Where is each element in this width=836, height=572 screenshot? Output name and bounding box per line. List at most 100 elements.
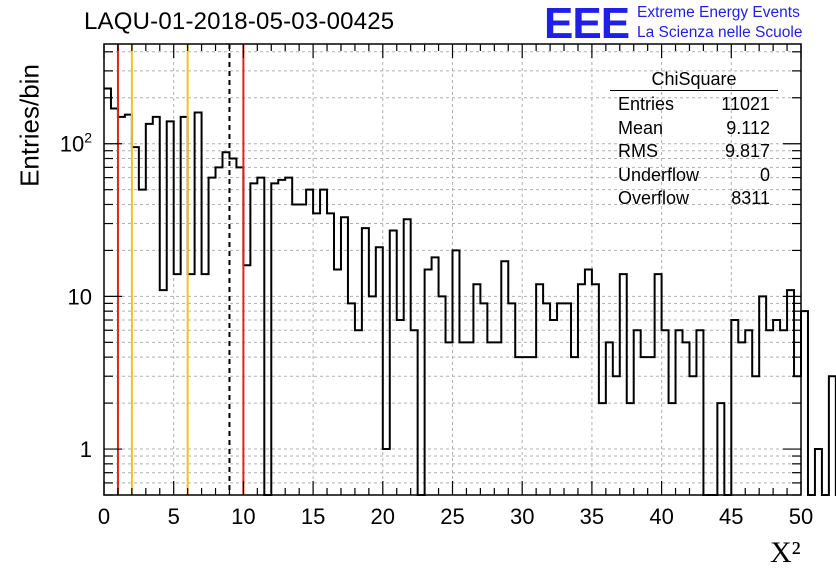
histogram-bin	[620, 274, 627, 495]
histogram-bin	[390, 231, 397, 495]
histogram-bin	[118, 117, 125, 495]
histogram-bin	[613, 376, 620, 495]
histogram-bin	[439, 296, 446, 495]
stats-label: Mean	[618, 117, 664, 138]
histogram-bin	[397, 320, 404, 495]
stats-value: 0	[759, 164, 770, 185]
x-tick-label: 5	[168, 504, 180, 529]
histogram-bin	[411, 330, 418, 495]
histogram-bin	[752, 376, 759, 495]
histogram-bin	[348, 303, 355, 495]
histogram-bin	[773, 320, 780, 495]
histogram-bin	[222, 152, 229, 495]
logo-caption-line1: Extreme Energy Events	[637, 4, 800, 21]
histogram-bin	[648, 357, 655, 495]
histogram-bin	[480, 303, 487, 495]
x-tick-label: 25	[440, 504, 464, 529]
histogram-bin	[487, 342, 494, 495]
histogram-bin	[188, 274, 195, 495]
histogram-bin	[676, 330, 683, 495]
histogram-bin	[522, 357, 529, 495]
histogram-bin	[216, 167, 223, 495]
x-tick-label: 15	[301, 504, 325, 529]
axes	[103, 43, 802, 496]
histogram-bin	[759, 296, 766, 495]
x-tick-label: 10	[231, 504, 255, 529]
stats-row: Mean 9.112	[610, 117, 778, 141]
y-tick-label: 10	[68, 284, 92, 309]
histogram-bin	[209, 178, 216, 495]
reference-lines	[116, 44, 245, 495]
histogram-bin	[299, 204, 306, 495]
histogram-bin	[285, 178, 292, 495]
stats-row: Underflow 0	[610, 164, 778, 188]
x-tick-label: 50	[789, 504, 813, 529]
stats-label: Overflow	[618, 188, 690, 208]
stats-label: Entries	[618, 94, 675, 114]
histogram-bin	[801, 311, 808, 495]
histogram-bin	[132, 147, 139, 495]
histogram-bin	[278, 180, 285, 495]
stats-box: ChiSquare Entries 11021 Mean 9.112 RMS 9.81…	[610, 68, 778, 211]
histogram-bin	[446, 342, 453, 495]
stats-row: Entries 11021	[610, 93, 778, 117]
histogram-bin	[229, 159, 236, 495]
histogram-bin	[529, 357, 536, 495]
histogram-bin	[111, 109, 118, 495]
chart-title: LAQU-01-2018-05-03-00425	[84, 8, 395, 35]
histogram-bin	[292, 204, 299, 495]
histogram-bin	[250, 183, 257, 495]
histogram-bin	[571, 357, 578, 495]
histogram-bin	[689, 376, 696, 495]
histogram-bin	[766, 330, 773, 495]
stats-label: RMS	[618, 141, 658, 161]
histogram-bin	[327, 213, 334, 495]
histogram-bin	[313, 213, 320, 495]
histogram-bin	[641, 357, 648, 495]
histogram-bin	[362, 228, 369, 495]
histogram-bin	[662, 330, 669, 495]
eee-logo: EEE	[544, 0, 630, 48]
histogram-bin	[376, 247, 383, 495]
histogram-bin	[466, 342, 473, 495]
histogram-bin	[453, 250, 460, 495]
x-tick-label: 45	[719, 504, 743, 529]
histogram-bin	[557, 303, 564, 495]
histogram-bin	[146, 124, 153, 495]
histogram-bin	[341, 217, 348, 495]
histogram-bin	[794, 376, 801, 495]
stats-label: Underflow	[618, 164, 700, 185]
x-tick-label: 30	[510, 504, 534, 529]
histogram-bin	[202, 274, 209, 495]
histogram-bin	[696, 330, 703, 495]
histogram-bin	[369, 296, 376, 495]
stats-row: Overflow 8311	[610, 187, 778, 211]
histogram-bin	[104, 88, 111, 495]
histogram-bin	[815, 449, 822, 495]
histogram-bin	[515, 357, 522, 495]
logo-caption: Extreme Energy Events La Scienza nelle S…	[637, 3, 802, 43]
histogram-outline	[104, 87, 836, 496]
histogram-bin	[606, 342, 613, 495]
histogram-bars	[104, 87, 836, 496]
histogram-bin	[745, 330, 752, 495]
histogram-bin	[459, 342, 466, 495]
stats-value: 9.817	[724, 141, 770, 161]
stats-value: 11021	[721, 94, 770, 114]
histogram-bin	[655, 274, 662, 495]
x-tick-label: 0	[98, 504, 110, 529]
stats-value: 9.112	[726, 117, 770, 138]
histogram-bin	[738, 342, 745, 495]
histogram-bin	[564, 303, 571, 495]
histogram-bin	[257, 178, 264, 495]
x-tick-label: 20	[371, 504, 395, 529]
histogram-bin	[494, 342, 501, 495]
histogram-bin	[508, 303, 515, 495]
y-tick-label: 102	[60, 130, 92, 157]
histogram-bin	[243, 265, 250, 495]
x-tick-label: 35	[580, 504, 604, 529]
histogram-bin	[550, 320, 557, 495]
histogram-bin	[780, 330, 787, 495]
histogram-bin	[125, 115, 132, 495]
